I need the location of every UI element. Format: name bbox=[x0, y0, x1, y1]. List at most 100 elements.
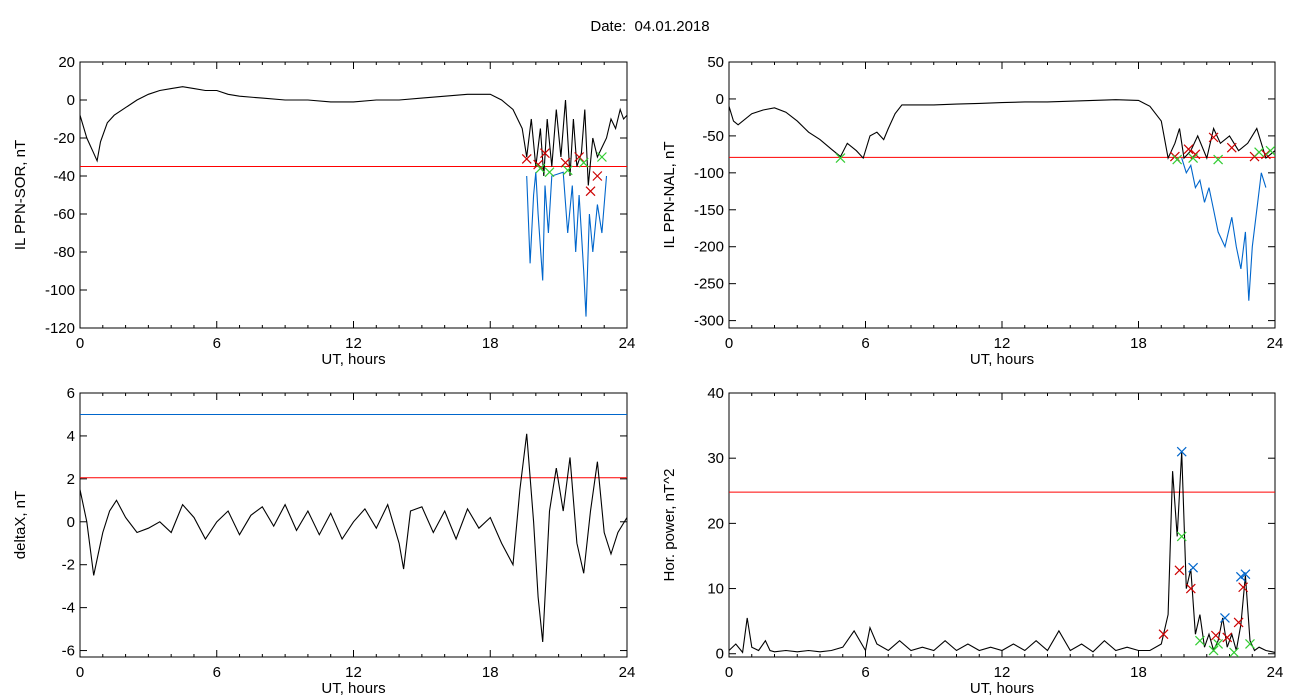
cross-marker-stroke bbox=[1254, 147, 1264, 158]
cross-marker-stroke bbox=[1235, 571, 1246, 582]
cross-marker-stroke bbox=[1240, 569, 1251, 580]
y-tick-label: 0 bbox=[716, 646, 724, 663]
cross-marker-stroke bbox=[592, 171, 603, 181]
cross-marker bbox=[521, 153, 532, 164]
cross-marker bbox=[1254, 147, 1264, 158]
chart-panel-2: 0 6 12 18 24 -300 -250 -200 -150 -100 -50 0 50 UT, ho… bbox=[661, 54, 1283, 368]
y-axis-label: Hor. power, nT^2 bbox=[661, 469, 678, 582]
cross-marker bbox=[1220, 612, 1230, 623]
x-tick-label: 18 bbox=[482, 335, 499, 352]
cross-marker bbox=[1195, 635, 1205, 646]
cross-marker-stroke bbox=[544, 167, 555, 178]
cross-marker-stroke bbox=[1208, 132, 1219, 143]
x-axis-label: UT, hours bbox=[970, 680, 1034, 697]
cross-marker-stroke bbox=[1229, 647, 1239, 657]
cross-marker bbox=[1235, 571, 1246, 582]
cross-marker-stroke bbox=[1238, 582, 1249, 593]
data-series-line bbox=[80, 433, 627, 643]
data-series-line bbox=[526, 171, 608, 317]
cross-marker-stroke bbox=[835, 153, 846, 163]
cross-marker-stroke bbox=[1172, 154, 1183, 165]
cross-marker-stroke bbox=[1260, 149, 1271, 160]
page-title: Date: 04.01.2018 bbox=[590, 18, 710, 35]
cross-marker bbox=[1158, 629, 1169, 640]
chart-panel-4: 0 6 12 18 24 0 10 20 30 40 UT, hours Hor. power, nT… bbox=[661, 385, 1283, 697]
cross-marker-stroke bbox=[1174, 565, 1185, 576]
plot-frame bbox=[728, 392, 1276, 658]
cross-marker bbox=[1233, 617, 1244, 628]
cross-marker-stroke bbox=[1188, 153, 1199, 163]
cross-marker bbox=[1240, 569, 1251, 580]
x-axis-label: UT, hours bbox=[321, 351, 385, 368]
cross-marker-stroke bbox=[1226, 142, 1237, 153]
cross-marker bbox=[560, 157, 571, 168]
cross-marker-stroke bbox=[535, 163, 546, 174]
cross-marker bbox=[1245, 639, 1255, 649]
cross-marker-stroke bbox=[1265, 145, 1275, 156]
y-tick-label: -20 bbox=[53, 130, 75, 147]
cross-marker bbox=[1265, 145, 1275, 156]
y-tick-label: -100 bbox=[694, 165, 724, 182]
y-tick-label: -40 bbox=[53, 168, 75, 185]
cross-marker bbox=[1260, 149, 1271, 160]
plot-area bbox=[80, 413, 627, 643]
cross-marker bbox=[1208, 645, 1219, 656]
cross-marker-stroke bbox=[1213, 154, 1224, 165]
x-axis-label: UT, hours bbox=[970, 351, 1034, 368]
x-tick-label: 6 bbox=[861, 335, 869, 352]
cross-marker-stroke bbox=[1222, 632, 1233, 643]
x-tick-label: 0 bbox=[76, 664, 84, 681]
x-tick-label: 6 bbox=[213, 335, 221, 352]
cross-marker bbox=[1183, 144, 1194, 155]
cross-marker bbox=[540, 148, 550, 159]
cross-marker bbox=[1208, 132, 1219, 143]
plot-area bbox=[729, 99, 1275, 301]
cross-marker bbox=[1185, 583, 1196, 594]
x-tick-label: 18 bbox=[482, 664, 499, 681]
cross-marker bbox=[1188, 562, 1199, 573]
x-tick-label: 12 bbox=[345, 335, 362, 352]
x-tick-label: 12 bbox=[994, 664, 1011, 681]
x-tick-label: 6 bbox=[861, 664, 869, 681]
y-tick-label: -100 bbox=[45, 282, 75, 299]
cross-marker bbox=[1213, 639, 1224, 649]
x-tick-label: 12 bbox=[994, 335, 1011, 352]
x-tick-label: 0 bbox=[725, 664, 733, 681]
y-tick-label: -150 bbox=[694, 202, 724, 219]
y-tick-label: 0 bbox=[716, 91, 724, 108]
cross-marker-stroke bbox=[1185, 583, 1196, 594]
y-tick-label: -2 bbox=[62, 557, 75, 574]
cross-marker-stroke bbox=[1208, 645, 1219, 656]
plot-area bbox=[80, 86, 627, 317]
cross-marker-stroke bbox=[574, 152, 585, 162]
y-tick-label: 20 bbox=[58, 54, 75, 71]
cross-marker-stroke bbox=[1245, 639, 1255, 649]
x-tick-label: 18 bbox=[1130, 664, 1147, 681]
cross-marker-stroke bbox=[540, 148, 550, 159]
y-tick-label: -50 bbox=[702, 128, 724, 145]
y-tick-label: 20 bbox=[707, 515, 724, 532]
cross-marker-stroke bbox=[1183, 144, 1194, 155]
cross-marker-stroke bbox=[560, 157, 571, 168]
cross-marker bbox=[592, 171, 603, 181]
cross-marker bbox=[562, 165, 573, 176]
chart-panel-1: 0 6 12 18 24 -120 -100 -80 -60 -40 -20 0 20 UT, hours… bbox=[12, 54, 635, 368]
plot-area bbox=[729, 446, 1275, 657]
cross-marker-stroke bbox=[562, 165, 573, 176]
y-tick-label: -250 bbox=[694, 276, 724, 293]
cross-marker-stroke bbox=[1188, 562, 1199, 573]
cross-marker bbox=[1172, 154, 1183, 165]
cross-marker bbox=[585, 186, 596, 197]
cross-marker bbox=[1176, 531, 1187, 542]
y-axis-label: IL PPN-NAL, nT bbox=[661, 142, 678, 249]
y-tick-label: 30 bbox=[707, 450, 724, 467]
cross-marker-stroke bbox=[1233, 617, 1244, 628]
cross-marker bbox=[1188, 153, 1199, 163]
x-tick-label: 0 bbox=[76, 335, 84, 352]
cross-marker bbox=[578, 157, 589, 168]
y-tick-label: 10 bbox=[707, 581, 724, 598]
cross-marker-stroke bbox=[1220, 612, 1230, 623]
y-tick-label: 50 bbox=[707, 54, 724, 71]
cross-marker bbox=[1213, 154, 1224, 165]
